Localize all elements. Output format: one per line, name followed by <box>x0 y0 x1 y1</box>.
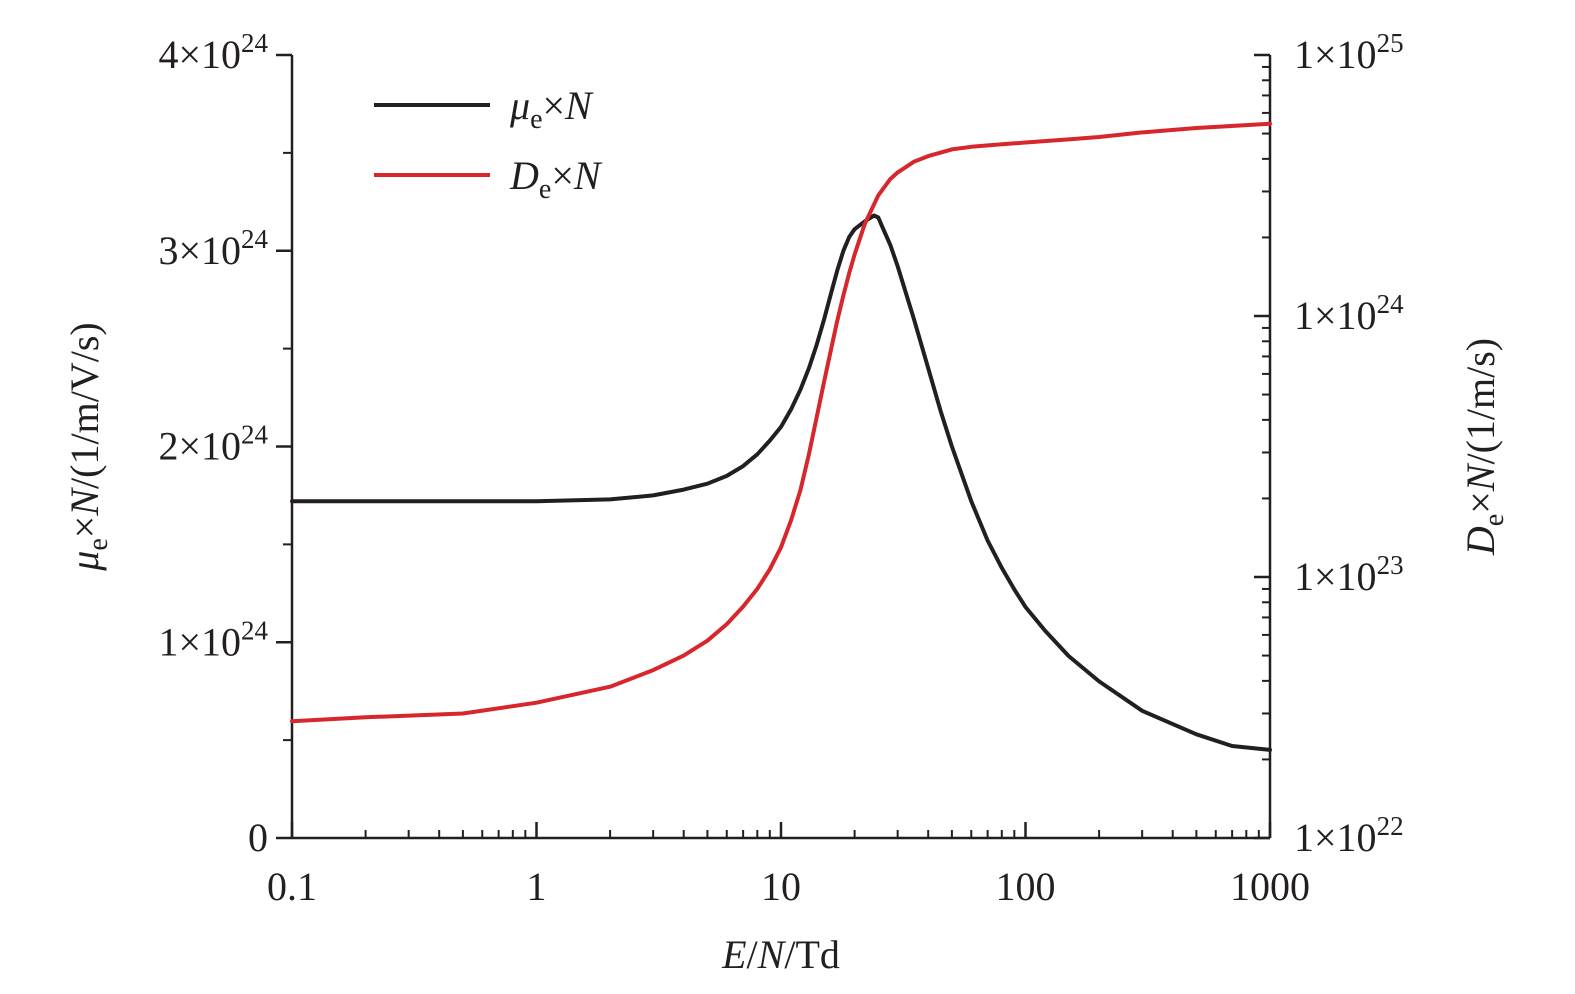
y-right-tick-label: 1×1025 <box>1294 28 1404 77</box>
y-axis-left-label: μe×N/(1/m/V/s) <box>62 322 114 571</box>
x-tick-label: 0.1 <box>267 864 317 909</box>
y-right-tick-label: 1×1022 <box>1294 811 1404 860</box>
x-tick-label: 100 <box>996 864 1056 909</box>
x-tick-label: 1 <box>527 864 547 909</box>
y-left-tick-label: 2×1024 <box>158 420 268 469</box>
y-right-tick-label: 1×1024 <box>1294 289 1404 338</box>
y-left-tick-label: 3×1024 <box>158 224 268 273</box>
y-right-tick-label: 1×1023 <box>1294 550 1404 599</box>
y-left-tick-label: 4×1024 <box>158 28 268 77</box>
series-line-mu-e-n <box>290 213 1272 752</box>
x-axis-label: E/N/Td <box>721 932 840 977</box>
series-line-d-e-n <box>290 121 1272 724</box>
x-tick-label: 1000 <box>1230 864 1310 909</box>
x-tick-label: 10 <box>761 864 801 909</box>
y-left-tick-label: 1×1024 <box>158 615 268 664</box>
legend-label: μe×N <box>509 83 594 135</box>
legend-label: De×N <box>509 153 603 205</box>
y-left-tick-label: 0 <box>248 815 268 860</box>
y-axis-right-label: De×N/(1/m/s) <box>1458 338 1510 556</box>
